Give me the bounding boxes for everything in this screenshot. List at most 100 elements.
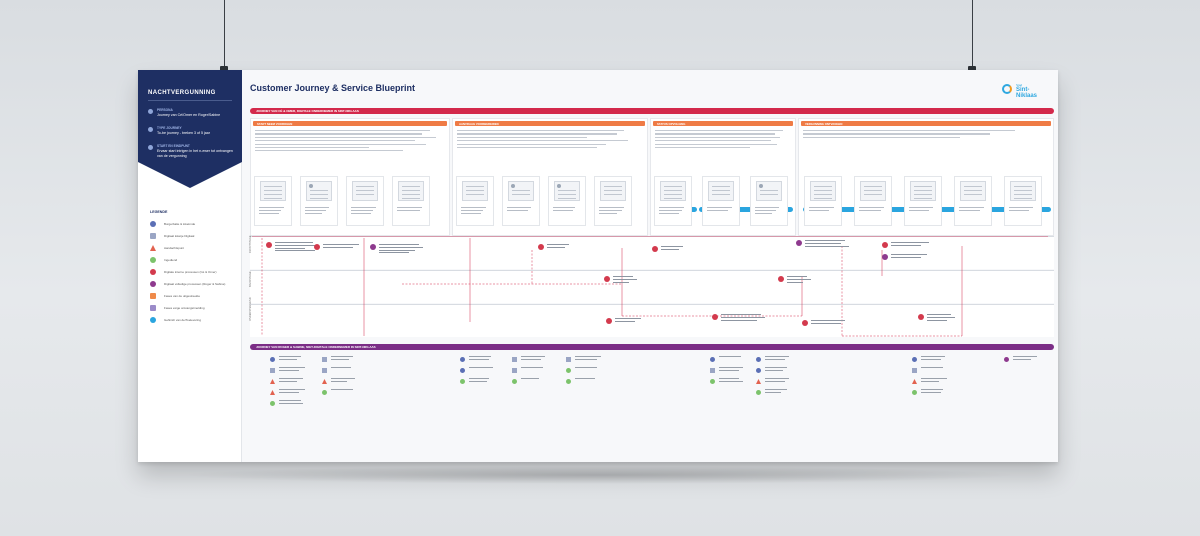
warning-icon bbox=[912, 379, 917, 384]
screen-icon bbox=[322, 357, 327, 362]
touchpoint-card bbox=[904, 176, 942, 226]
persona-icon bbox=[148, 109, 153, 114]
touchpoint-card bbox=[954, 176, 992, 226]
warning-icon bbox=[270, 390, 275, 395]
blueprint-poster: NACHTVERGUNNING PERSONA Journey van Cé/O… bbox=[138, 70, 1058, 462]
journey-bottom-steps bbox=[250, 352, 1054, 458]
swimlanes: FRONTSTAGE BACKSTAGE ONDERSTEUNEND bbox=[242, 235, 1058, 342]
touchpoint-card bbox=[702, 176, 740, 226]
screen-icon bbox=[710, 368, 715, 373]
persona-icon bbox=[270, 357, 275, 362]
screen-icon bbox=[512, 368, 517, 373]
check-icon bbox=[150, 257, 156, 263]
persona-icon bbox=[460, 368, 465, 373]
legend-label: Digitaal loketje Digitaal bbox=[164, 233, 195, 238]
hanging-wire-left bbox=[224, 0, 225, 74]
legend-label: Fases van de uitgestreekte bbox=[164, 293, 201, 298]
process-icon bbox=[882, 242, 888, 248]
screen-icon bbox=[270, 368, 275, 373]
legend-label: Burgerbalie & loketmde bbox=[164, 221, 196, 226]
sidebar-item-value: Journey van Cé/Omer en Roger/Sabine bbox=[157, 113, 221, 117]
touchpoint-card bbox=[456, 176, 494, 226]
check-icon bbox=[512, 379, 517, 384]
legend-item: Gefinish van de/Toelevering bbox=[150, 316, 238, 325]
sidebar-item-value: Ervaar start intrigen in het n-ewer tot … bbox=[157, 149, 233, 158]
persona-icon bbox=[710, 357, 715, 362]
poster-shadow bbox=[180, 466, 1020, 484]
logo-big-text: Sint-Niklaas bbox=[1016, 87, 1038, 99]
sidebar-item-label: PERSONA bbox=[157, 108, 173, 112]
sidebar-title: NACHTVERGUNNING bbox=[148, 90, 216, 96]
persona-icon bbox=[756, 357, 761, 362]
legend-item: Digitale interne processen (Cé & Omer) bbox=[150, 268, 238, 277]
journey-type-icon bbox=[148, 127, 153, 132]
phase-description bbox=[655, 130, 791, 150]
phase-label: STATUS OPVOLGING bbox=[657, 121, 686, 126]
process-icon bbox=[778, 276, 784, 282]
phase-header: VERGUNNING ONTVANGEN bbox=[801, 121, 1051, 126]
persona-icon bbox=[756, 368, 761, 373]
process-icon bbox=[1004, 357, 1009, 362]
check-icon bbox=[322, 390, 327, 395]
check-icon bbox=[710, 379, 715, 384]
legend-label: Aandachtspunt bbox=[164, 245, 185, 250]
process-icon bbox=[652, 246, 658, 252]
legend-item: Fases exige ontvangstmelding bbox=[150, 304, 238, 313]
touchpoint-card bbox=[254, 176, 292, 226]
process-icon bbox=[918, 314, 924, 320]
check-icon bbox=[566, 379, 571, 384]
legend-item: Fases van de uitgestreekte bbox=[150, 292, 238, 301]
process-icon bbox=[712, 314, 718, 320]
legend-label: Ingediend bbox=[164, 257, 178, 262]
touchpoint-card bbox=[750, 176, 788, 226]
phase-label: VERGUNNING ONTVANGEN bbox=[805, 121, 843, 126]
legend-item: Aandachtspunt bbox=[150, 244, 238, 253]
legend-label: Fases exige ontvangstmelding bbox=[164, 305, 205, 310]
legend-title: LEGENDE bbox=[150, 210, 168, 214]
sidebar-item-label: START EN EINDPUNT bbox=[157, 144, 190, 148]
legend-item: Ingediend bbox=[150, 256, 238, 265]
touchpoint-card bbox=[1004, 176, 1042, 226]
phase-label: START NEEM VOOROGEN bbox=[257, 121, 293, 126]
start-end-icon bbox=[148, 145, 153, 150]
phase-label: AANVRAAG VOORBEREIDEN bbox=[459, 121, 499, 126]
touchpoint-card bbox=[502, 176, 540, 226]
process-icon bbox=[150, 269, 156, 275]
warning-icon bbox=[270, 379, 275, 384]
legend-item: Digitaal loketje Digitaal bbox=[150, 232, 238, 241]
journey-bar-top: JOURNEY VAN CÉ & OMER, DIGITALE ONDERNEM… bbox=[250, 108, 1054, 114]
screen-icon bbox=[322, 368, 327, 373]
phase-header: AANVRAAG VOORBEREIDEN bbox=[455, 121, 645, 126]
check-icon bbox=[912, 390, 917, 395]
touchpoint-card bbox=[300, 176, 338, 226]
phase-header: START NEEM VOOROGEN bbox=[253, 121, 447, 126]
touchpoint-card bbox=[804, 176, 842, 226]
screen-icon bbox=[912, 368, 917, 373]
process-icon bbox=[606, 318, 612, 324]
warning-icon bbox=[150, 245, 156, 251]
touchpoint-card bbox=[392, 176, 430, 226]
check-icon bbox=[460, 379, 465, 384]
hanging-wire-right bbox=[972, 0, 973, 74]
legend-item: Digitaal volledige processen (Roger & Sa… bbox=[150, 280, 238, 289]
process-icon bbox=[882, 254, 888, 260]
warning-icon bbox=[322, 379, 327, 384]
phase-description bbox=[457, 130, 643, 150]
check-icon bbox=[270, 401, 275, 406]
phase-icon bbox=[150, 305, 156, 311]
touchpoint-card bbox=[548, 176, 586, 226]
sidebar: NACHTVERGUNNING PERSONA Journey van Cé/O… bbox=[138, 70, 242, 462]
check-icon bbox=[756, 390, 761, 395]
legend-label: Gefinish van de/Toelevering bbox=[164, 317, 202, 322]
phase-icon bbox=[150, 293, 156, 299]
process-icon bbox=[370, 244, 376, 250]
process-icon bbox=[150, 281, 156, 287]
city-logo: Stad Sint-Niklaas bbox=[1002, 82, 1048, 99]
touchpoint-card bbox=[854, 176, 892, 226]
legend-item: Burgerbalie & loketmde bbox=[150, 220, 238, 229]
lane-frontstage: FRONTSTAGE bbox=[249, 235, 1054, 269]
flow-lines bbox=[252, 236, 1048, 337]
check-icon bbox=[566, 368, 571, 373]
screen-icon bbox=[512, 357, 517, 362]
screen-icon bbox=[150, 233, 156, 239]
